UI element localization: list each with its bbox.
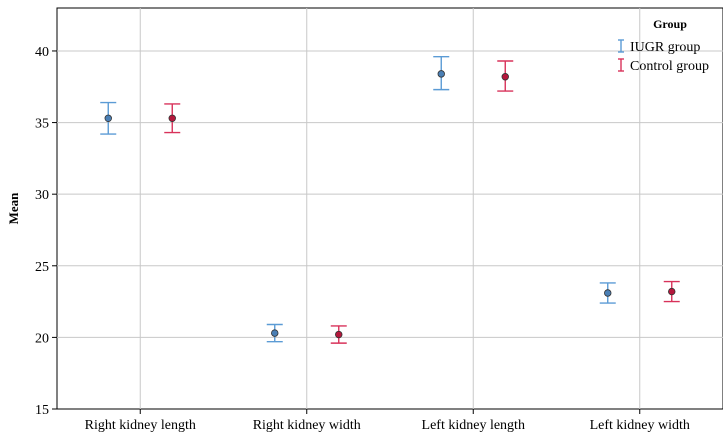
series bbox=[100, 55, 680, 344]
x-tick-label-1: Right kidney width bbox=[253, 418, 361, 433]
mean-point-1-2 bbox=[501, 73, 509, 81]
mean-point-0-3 bbox=[604, 289, 612, 297]
x-tick-label-0: Right kidney length bbox=[85, 418, 196, 433]
grid bbox=[57, 8, 723, 409]
mean-point-1-1 bbox=[335, 330, 343, 339]
y-tick-label-35: 35 bbox=[35, 117, 49, 132]
y-tick-label-30: 30 bbox=[35, 188, 49, 203]
mean-point-0-1 bbox=[271, 329, 279, 337]
mean-point-1-0 bbox=[168, 114, 176, 122]
legend-label-1: Control group bbox=[630, 59, 709, 74]
series-1 bbox=[164, 60, 680, 344]
mean-point-0-2 bbox=[437, 70, 445, 78]
mean-point-0-0 bbox=[104, 114, 112, 122]
x-tick-label-2: Left kidney length bbox=[422, 418, 525, 433]
legend-label-0: IUGR group bbox=[630, 40, 700, 55]
axis-ticks: 15 20 25 30 35 40 Right kidney length Right kid… bbox=[35, 45, 690, 433]
legend-title: Group bbox=[653, 17, 687, 31]
y-tick-label-40: 40 bbox=[35, 45, 49, 60]
y-tick-label-25: 25 bbox=[35, 260, 49, 275]
y-tick-label-15: 15 bbox=[35, 403, 49, 418]
x-tick-label-3: Left kidney width bbox=[590, 418, 690, 433]
y-tick-label-20: 20 bbox=[35, 331, 49, 346]
plot-area bbox=[56, 7, 723, 410]
legend: Group IUGR group Control group bbox=[618, 17, 709, 74]
series-0 bbox=[100, 55, 616, 343]
y-axis-title: Mean bbox=[6, 192, 21, 225]
mean-point-1-3 bbox=[668, 287, 676, 296]
